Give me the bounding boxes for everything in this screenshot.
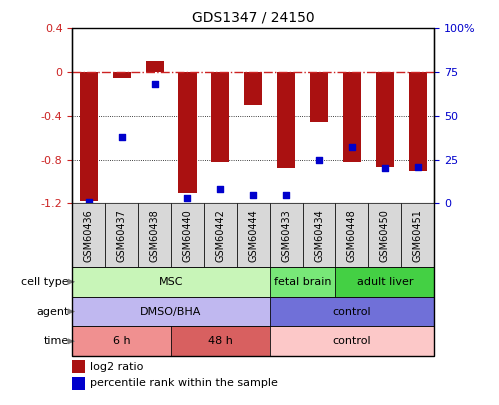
Bar (409, 72, 427, 171)
FancyBboxPatch shape (237, 203, 269, 267)
Text: DMSO/BHA: DMSO/BHA (140, 307, 202, 317)
Point (118, 134, 126, 140)
FancyBboxPatch shape (72, 203, 105, 267)
Text: cell type: cell type (21, 277, 69, 287)
Point (414, 164, 422, 170)
Point (249, 192, 257, 198)
Bar (310, 72, 328, 122)
FancyBboxPatch shape (72, 296, 269, 326)
FancyBboxPatch shape (171, 203, 204, 267)
Text: MSC: MSC (159, 277, 183, 287)
Text: GSM60440: GSM60440 (183, 209, 193, 262)
FancyBboxPatch shape (138, 203, 171, 267)
FancyBboxPatch shape (269, 296, 434, 326)
Point (315, 156, 323, 163)
FancyBboxPatch shape (302, 203, 335, 267)
Point (282, 192, 290, 198)
Text: GSM60438: GSM60438 (150, 209, 160, 262)
Point (381, 165, 389, 172)
Text: GSM60437: GSM60437 (117, 209, 127, 262)
Bar (343, 72, 361, 162)
Text: GSM60436: GSM60436 (84, 209, 94, 262)
Point (85, 198, 93, 205)
Text: control: control (333, 336, 371, 346)
FancyBboxPatch shape (269, 267, 335, 296)
Bar (72, 377, 85, 390)
Point (151, 81, 159, 87)
FancyBboxPatch shape (368, 203, 401, 267)
Bar (277, 72, 295, 168)
Bar (376, 72, 394, 167)
Text: GSM60442: GSM60442 (216, 209, 226, 262)
FancyBboxPatch shape (105, 203, 138, 267)
Point (217, 186, 225, 193)
Text: GSM60433: GSM60433 (281, 209, 291, 262)
FancyBboxPatch shape (72, 267, 269, 296)
Text: GSM60451: GSM60451 (413, 209, 423, 262)
Text: agent: agent (36, 307, 69, 317)
Text: GSM60434: GSM60434 (314, 209, 324, 262)
FancyBboxPatch shape (401, 203, 434, 267)
FancyBboxPatch shape (72, 326, 171, 356)
FancyBboxPatch shape (335, 267, 434, 296)
Text: GSM60444: GSM60444 (248, 209, 258, 262)
FancyBboxPatch shape (171, 326, 269, 356)
Text: control: control (333, 307, 371, 317)
FancyBboxPatch shape (269, 326, 434, 356)
Bar (113, 72, 131, 78)
Title: GDS1347 / 24150: GDS1347 / 24150 (192, 11, 314, 24)
FancyBboxPatch shape (335, 203, 368, 267)
Text: GSM60448: GSM60448 (347, 209, 357, 262)
Bar (211, 72, 230, 162)
Text: adult liver: adult liver (357, 277, 413, 287)
Text: percentile rank within the sample: percentile rank within the sample (90, 378, 278, 388)
FancyBboxPatch shape (204, 203, 237, 267)
FancyBboxPatch shape (269, 203, 302, 267)
Bar (179, 72, 197, 192)
Point (348, 144, 356, 151)
Point (184, 195, 192, 201)
Bar (146, 61, 164, 72)
Bar (72, 360, 85, 373)
Text: GSM60450: GSM60450 (380, 209, 390, 262)
Text: fetal brain: fetal brain (274, 277, 331, 287)
Text: log2 ratio: log2 ratio (90, 362, 143, 372)
Text: 6 h: 6 h (113, 336, 131, 346)
Bar (244, 72, 262, 105)
Bar (80, 72, 98, 201)
Text: time: time (43, 336, 69, 346)
Text: 48 h: 48 h (208, 336, 233, 346)
